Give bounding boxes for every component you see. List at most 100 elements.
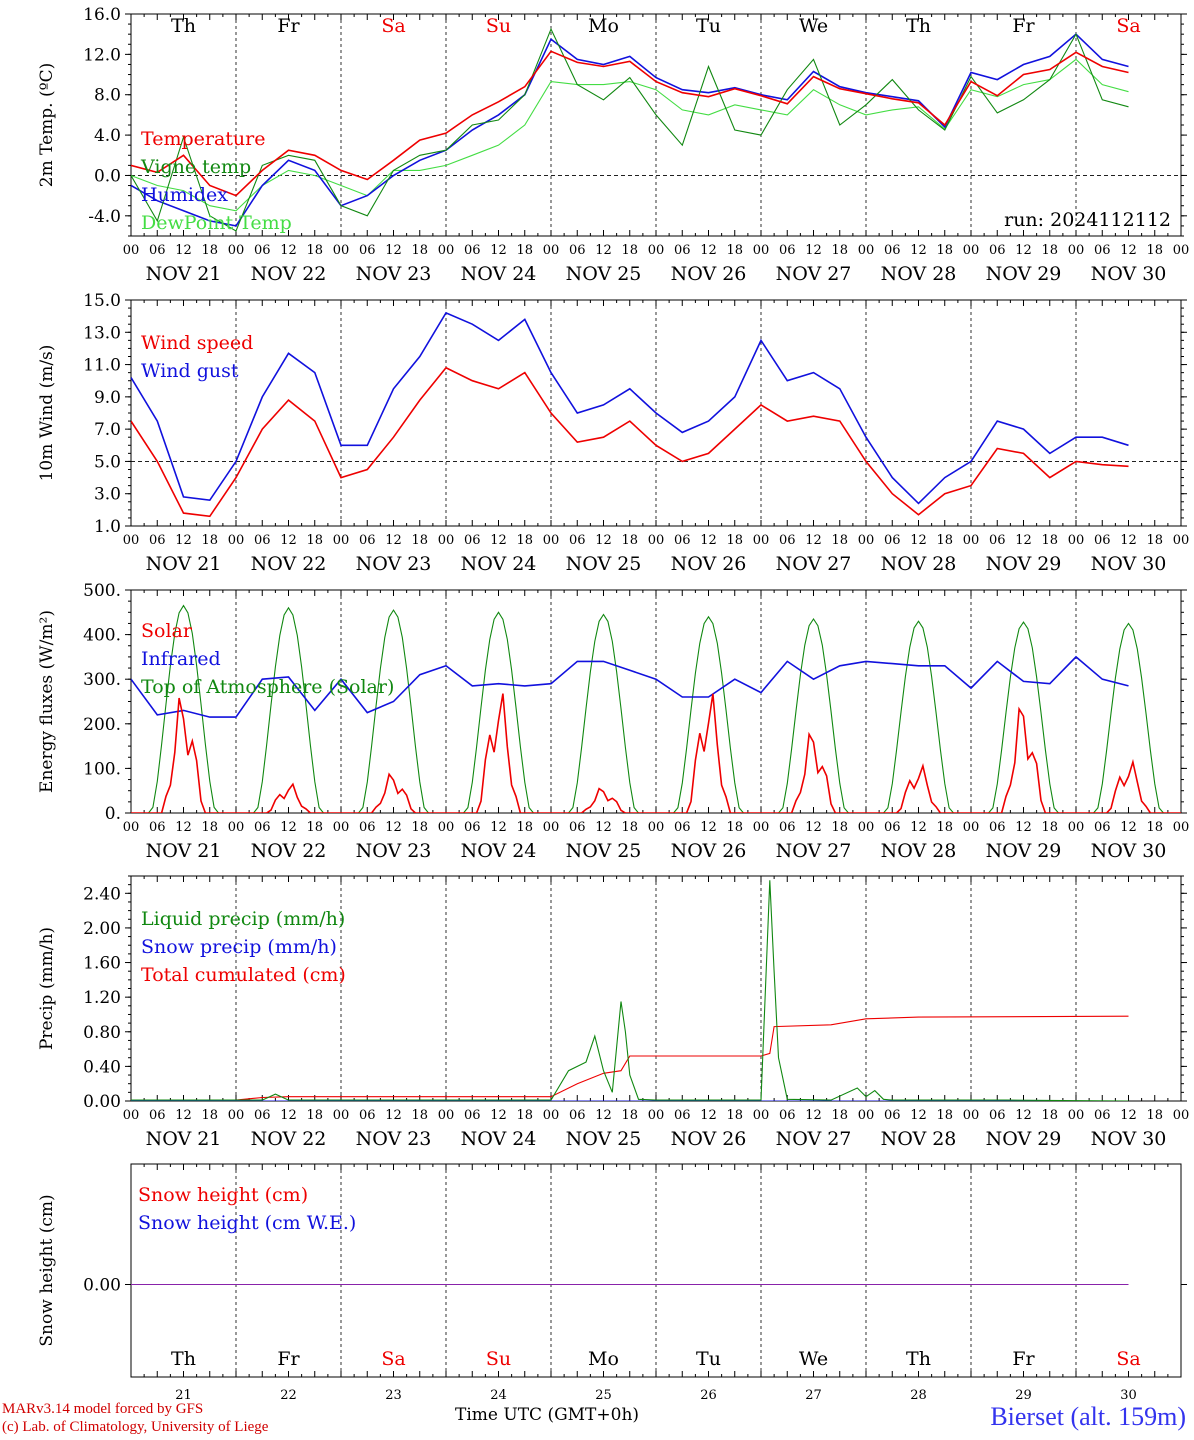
weekday-label: Sa bbox=[1116, 15, 1140, 37]
x-hour-label: 12 bbox=[910, 820, 927, 835]
day-number-label: 30 bbox=[1120, 1388, 1137, 1400]
x-hour-label: 18 bbox=[936, 1108, 953, 1123]
weekday-label: We bbox=[799, 15, 828, 37]
legend-item: Infrared bbox=[141, 648, 221, 670]
legend-item: Top of Atmosphere (Solar) bbox=[141, 676, 394, 698]
x-hour-label: 00 bbox=[1068, 820, 1085, 835]
x-hour-label: 18 bbox=[306, 1108, 323, 1123]
x-hour-label: 18 bbox=[1041, 243, 1058, 258]
legend-item: Snow height (cm) bbox=[138, 1184, 308, 1206]
x-day-label: NOV 21 bbox=[146, 553, 222, 575]
series-line-humidex bbox=[131, 33, 1129, 227]
series-group bbox=[131, 604, 1181, 813]
x-day-label: NOV 26 bbox=[671, 1128, 747, 1150]
x-hour-label: 12 bbox=[595, 533, 612, 548]
x-hour-label: 06 bbox=[464, 533, 481, 548]
x-axis-title: Time UTC (GMT+0h) bbox=[455, 1405, 640, 1425]
x-hour-label: 06 bbox=[149, 820, 166, 835]
x-hour-label: 12 bbox=[805, 533, 822, 548]
x-hour-label: 06 bbox=[464, 820, 481, 835]
x-hour-label: 00 bbox=[858, 243, 875, 258]
day-number-label: 21 bbox=[175, 1388, 192, 1400]
x-hour-label: 00 bbox=[228, 820, 245, 835]
x-hour-label: 06 bbox=[674, 243, 691, 258]
x-hour-label: 00 bbox=[753, 243, 770, 258]
x-hour-label: 18 bbox=[306, 243, 323, 258]
y-tick-label: 0.40 bbox=[83, 1057, 121, 1077]
x-hour-label: 00 bbox=[543, 243, 560, 258]
x-hour-label: 12 bbox=[805, 1108, 822, 1123]
series-line-liquid-precip-mm-h- bbox=[131, 880, 1129, 1101]
series-group bbox=[131, 27, 1129, 232]
y-tick-label: 9.0 bbox=[94, 388, 121, 408]
x-day-label: NOV 28 bbox=[881, 263, 957, 285]
x-hour-label: 06 bbox=[254, 533, 271, 548]
x-hour-label: 00 bbox=[228, 1108, 245, 1123]
x-hour-label: 06 bbox=[1094, 533, 1111, 548]
y-tick-label: 2.40 bbox=[83, 884, 121, 904]
x-hour-label: 18 bbox=[726, 533, 743, 548]
x-hour-label: 00 bbox=[1068, 533, 1085, 548]
day-number-label: 28 bbox=[910, 1388, 927, 1400]
x-hour-label: 00 bbox=[858, 1108, 875, 1123]
weekday-label: Fr bbox=[277, 1348, 300, 1370]
y-tick-label: 2.00 bbox=[83, 919, 121, 939]
x-hour-label: 06 bbox=[149, 243, 166, 258]
x-hour-label: 18 bbox=[516, 820, 533, 835]
x-hour-label: 12 bbox=[280, 1108, 297, 1123]
x-hour-label: 00 bbox=[228, 533, 245, 548]
y-tick-label: 0. bbox=[105, 804, 121, 824]
x-day-label: NOV 27 bbox=[776, 553, 852, 575]
x-hour-label: 00 bbox=[1068, 1108, 1085, 1123]
weekday-label: Sa bbox=[381, 1348, 405, 1370]
x-hour-label: 00 bbox=[333, 243, 350, 258]
x-hour-label: 06 bbox=[884, 533, 901, 548]
x-day-label: NOV 23 bbox=[356, 553, 432, 575]
x-hour-label: 00 bbox=[438, 243, 455, 258]
y-tick-label: 0.00 bbox=[83, 1092, 121, 1112]
x-hour-label: 12 bbox=[910, 533, 927, 548]
weekday-label: Tu bbox=[696, 1348, 721, 1370]
y-tick-label: 300. bbox=[83, 670, 121, 690]
y-axis-label: 2m Temp. (ºC) bbox=[37, 63, 57, 188]
x-hour-label: 00 bbox=[438, 820, 455, 835]
x-day-label: NOV 23 bbox=[356, 1128, 432, 1150]
y-tick-label: 1.20 bbox=[83, 988, 121, 1008]
y-tick-label: 8.0 bbox=[94, 86, 121, 106]
x-hour-label: 18 bbox=[411, 533, 428, 548]
run-label: run: 2024112112 bbox=[1004, 209, 1171, 231]
weekday-label: Su bbox=[486, 15, 511, 37]
series-group bbox=[131, 880, 1129, 1101]
y-tick-label: 400. bbox=[83, 626, 121, 646]
x-hour-label: 12 bbox=[805, 820, 822, 835]
x-hour-label: 18 bbox=[516, 533, 533, 548]
x-hour-label: 06 bbox=[989, 243, 1006, 258]
x-hour-label: 12 bbox=[700, 243, 717, 258]
y-tick-label: 0.80 bbox=[83, 1023, 121, 1043]
x-day-label: NOV 30 bbox=[1091, 553, 1167, 575]
x-hour-label: 18 bbox=[936, 533, 953, 548]
x-hour-label: 18 bbox=[621, 533, 638, 548]
legend-item: Temperature bbox=[141, 128, 265, 150]
x-day-label: NOV 29 bbox=[986, 1128, 1062, 1150]
x-hour-label: 06 bbox=[464, 1108, 481, 1123]
meteogram: -4.0 0.0 4.0 8.0 12.0 16.0 2m Temp. (ºC) Temper… bbox=[37, 5, 1189, 1400]
x-day-label: NOV 29 bbox=[986, 553, 1062, 575]
day-number-label: 25 bbox=[595, 1388, 612, 1400]
x-day-label: NOV 24 bbox=[461, 263, 537, 285]
weekday-label: Th bbox=[171, 1348, 196, 1370]
x-hour-label: 18 bbox=[1146, 243, 1163, 258]
y-tick-label: 7.0 bbox=[94, 420, 121, 440]
x-hour-label: 12 bbox=[175, 243, 192, 258]
x-hour-label: 18 bbox=[201, 820, 218, 835]
x-hour-label: 18 bbox=[306, 820, 323, 835]
y-tick-label: 16.0 bbox=[83, 5, 121, 25]
x-hour-label: 18 bbox=[1146, 1108, 1163, 1123]
y-axis-label: Precip (mm/h) bbox=[37, 927, 57, 1050]
x-hour-label: 06 bbox=[1094, 243, 1111, 258]
x-day-label: NOV 22 bbox=[251, 263, 327, 285]
x-day-label: NOV 29 bbox=[986, 263, 1062, 285]
y-axis-label: Energy fluxes (W/m²) bbox=[37, 610, 57, 793]
x-hour-label: 00 bbox=[228, 243, 245, 258]
x-hour-label: 12 bbox=[175, 1108, 192, 1123]
